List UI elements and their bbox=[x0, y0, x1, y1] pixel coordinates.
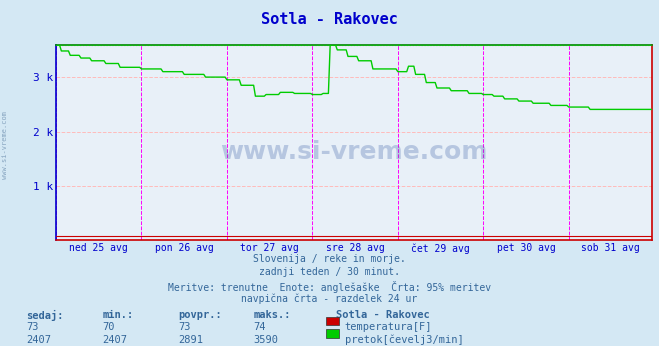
Text: sedaj:: sedaj: bbox=[26, 310, 64, 321]
Text: min.:: min.: bbox=[102, 310, 133, 320]
Text: Sotla - Rakovec: Sotla - Rakovec bbox=[336, 310, 430, 320]
Text: povpr.:: povpr.: bbox=[178, 310, 221, 320]
Text: www.si-vreme.com: www.si-vreme.com bbox=[2, 111, 9, 179]
Text: 3590: 3590 bbox=[254, 335, 279, 345]
Text: navpična črta - razdelek 24 ur: navpična črta - razdelek 24 ur bbox=[241, 294, 418, 304]
Text: Sotla - Rakovec: Sotla - Rakovec bbox=[261, 12, 398, 27]
Text: Meritve: trenutne  Enote: anglešaške  Črta: 95% meritev: Meritve: trenutne Enote: anglešaške Črta… bbox=[168, 281, 491, 293]
Text: 2891: 2891 bbox=[178, 335, 203, 345]
Text: 2407: 2407 bbox=[26, 335, 51, 345]
Text: 73: 73 bbox=[178, 322, 190, 333]
Text: 70: 70 bbox=[102, 322, 115, 333]
Text: www.si-vreme.com: www.si-vreme.com bbox=[221, 140, 488, 164]
Text: zadnji teden / 30 minut.: zadnji teden / 30 minut. bbox=[259, 267, 400, 277]
Text: pretok[čevelj3/min]: pretok[čevelj3/min] bbox=[345, 335, 463, 345]
Text: 74: 74 bbox=[254, 322, 266, 333]
Text: Slovenija / reke in morje.: Slovenija / reke in morje. bbox=[253, 254, 406, 264]
Text: 73: 73 bbox=[26, 322, 39, 333]
Text: temperatura[F]: temperatura[F] bbox=[345, 322, 432, 333]
Text: 2407: 2407 bbox=[102, 335, 127, 345]
Text: maks.:: maks.: bbox=[254, 310, 291, 320]
